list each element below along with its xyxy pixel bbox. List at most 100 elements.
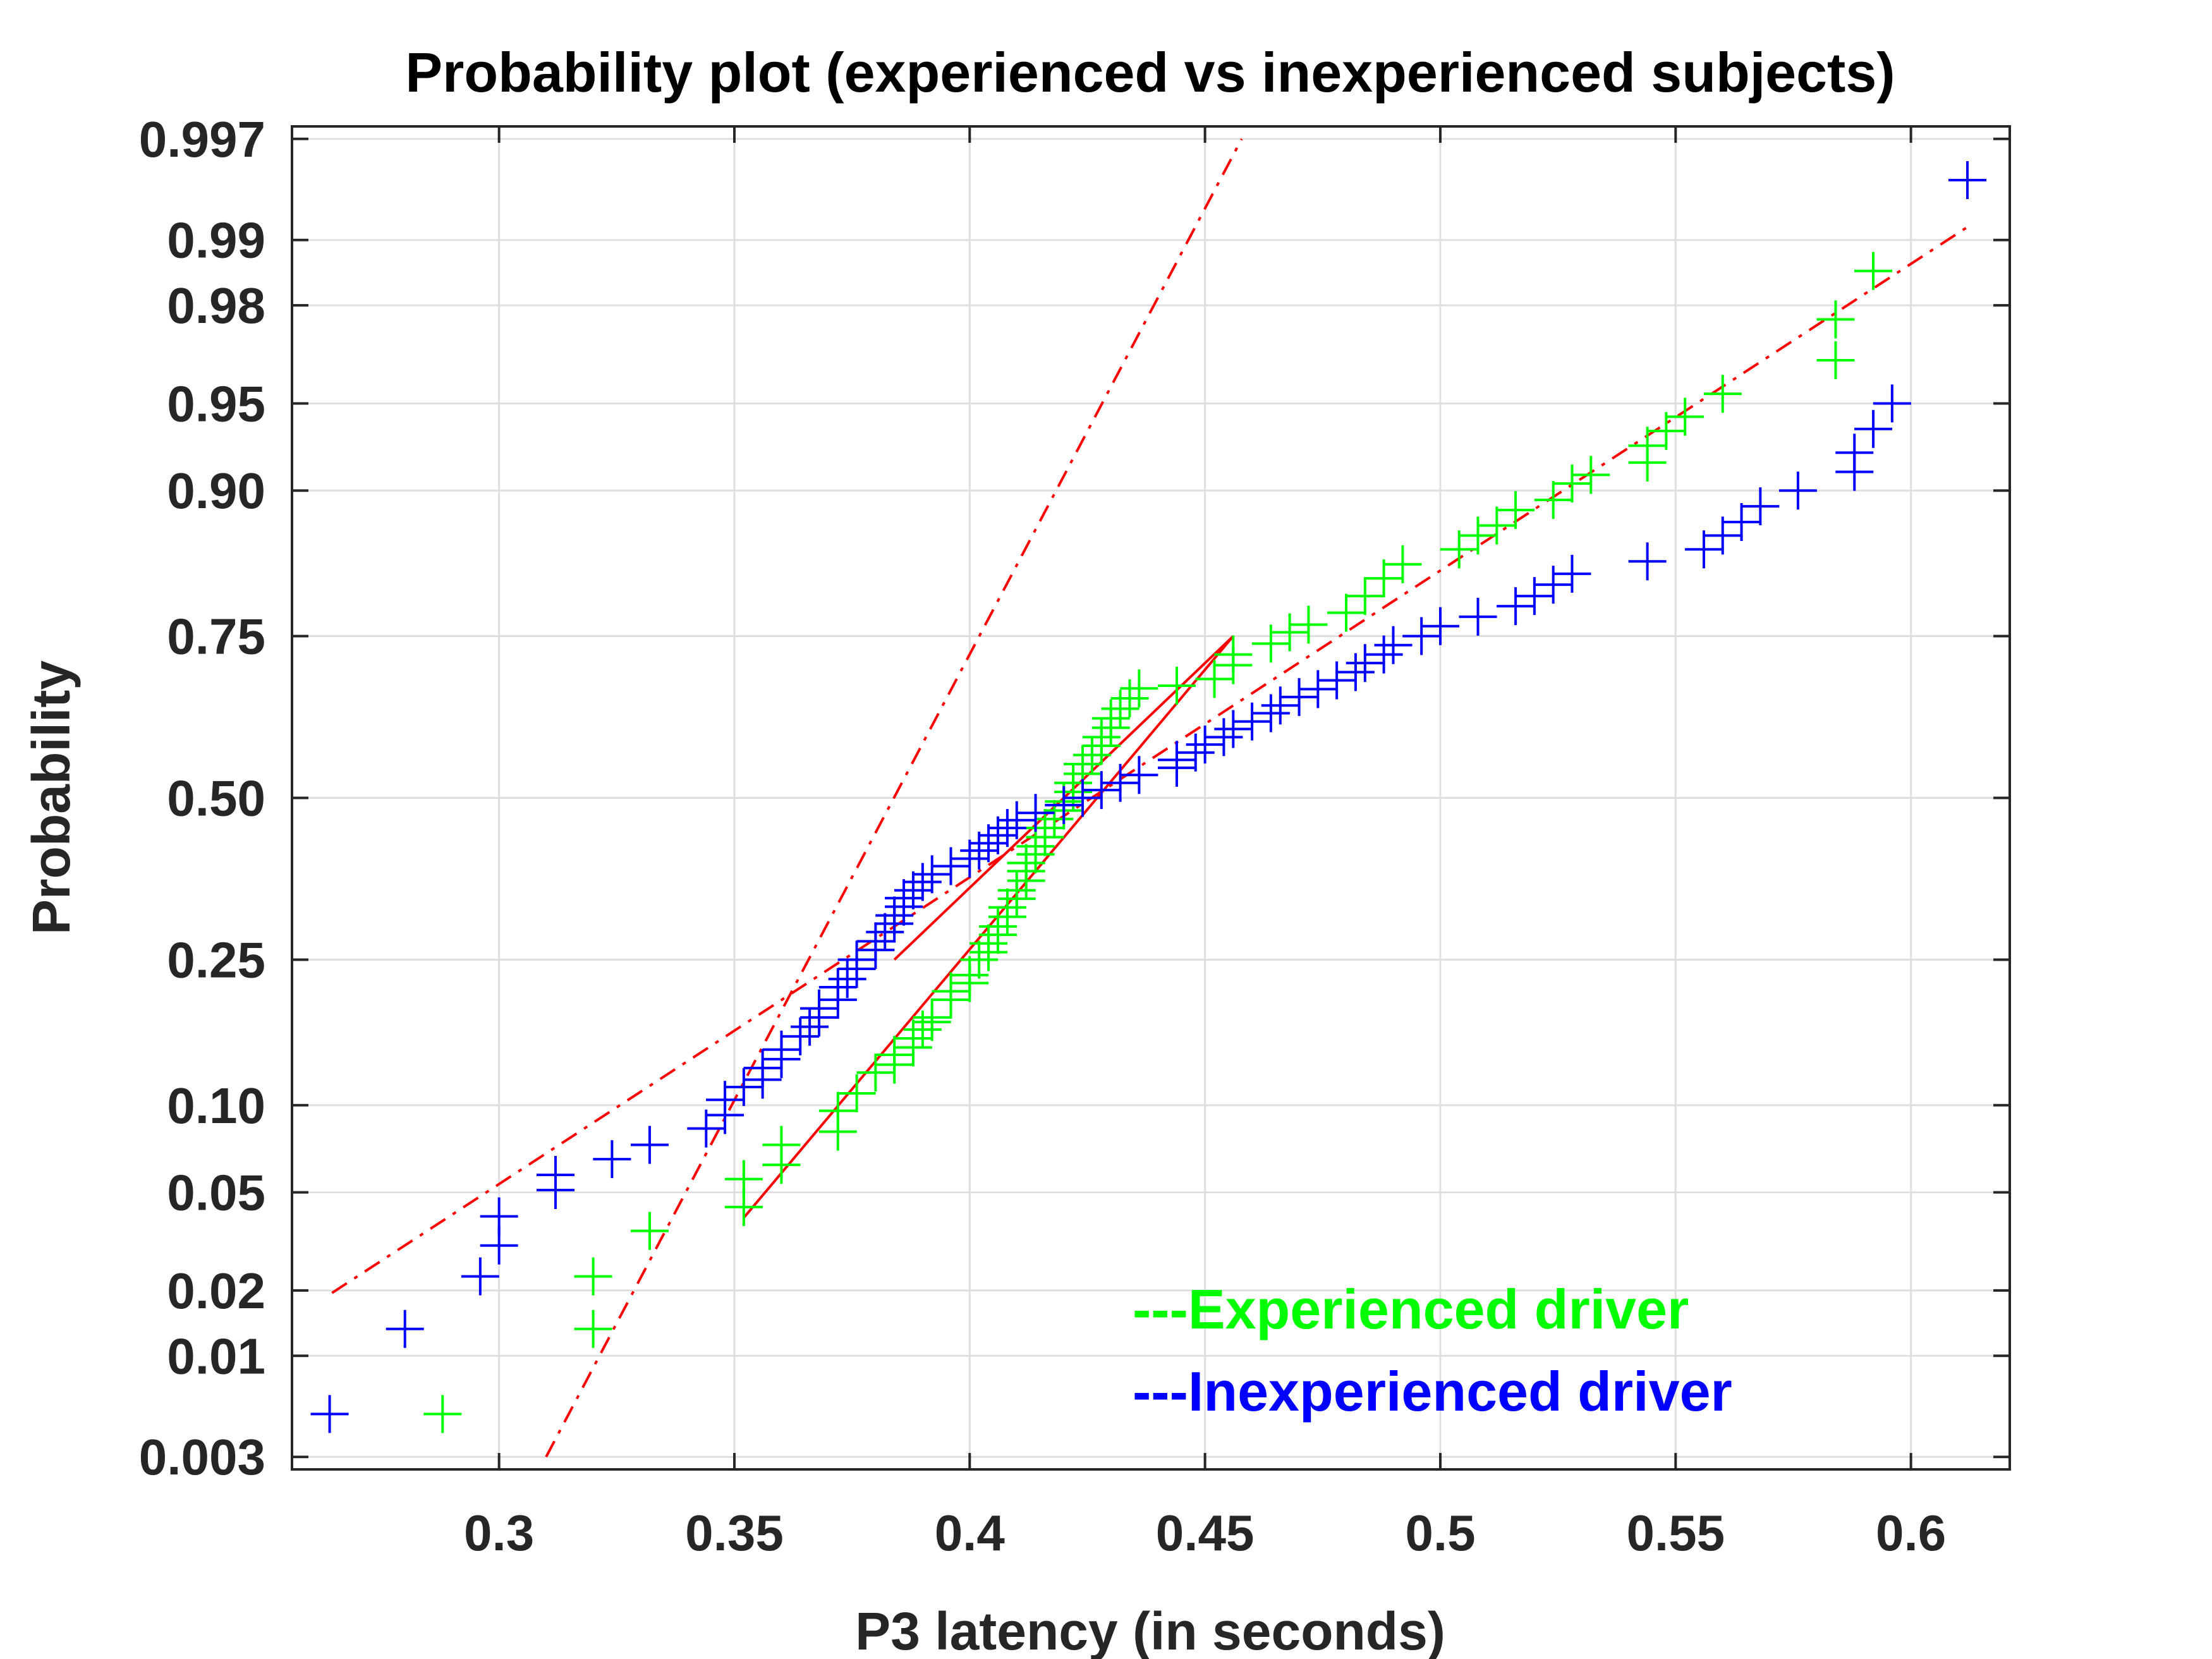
data-point (932, 972, 970, 1011)
data-point (988, 888, 1026, 927)
x-tick-label: 0.35 (685, 1505, 784, 1561)
y-tick-label: 0.10 (167, 1078, 265, 1134)
data-point (423, 1395, 462, 1433)
data-point (1402, 617, 1441, 655)
series-inexperienced (310, 161, 1986, 1433)
data-point (310, 1395, 349, 1433)
data-point (1553, 554, 1591, 593)
data-point (1120, 756, 1158, 794)
y-tick-label: 0.75 (167, 609, 265, 665)
data-point (951, 956, 989, 994)
data-point (997, 801, 1036, 839)
data-point (781, 1017, 820, 1055)
series-experienced (423, 252, 1893, 1433)
data-point (875, 1036, 914, 1074)
data-point (1628, 427, 1667, 465)
data-point (1383, 545, 1422, 583)
y-tick-label: 0.99 (167, 212, 265, 269)
data-point (574, 1310, 612, 1348)
data-point (574, 1257, 612, 1296)
data-point (885, 879, 923, 918)
data-point (903, 863, 942, 901)
data-point (1346, 644, 1384, 683)
data-point (1280, 678, 1318, 716)
data-point (1854, 252, 1893, 290)
data-point (818, 968, 857, 1006)
data-point (743, 1048, 782, 1087)
data-point (969, 824, 1008, 863)
data-point (969, 924, 1008, 963)
data-point (1214, 635, 1253, 674)
x-tick-label: 0.3 (464, 1505, 534, 1561)
data-point (1157, 741, 1196, 779)
data-point (978, 907, 1017, 945)
data-point (1336, 653, 1375, 691)
data-point (1948, 161, 1986, 200)
reference-line (331, 224, 1971, 1294)
data-point (1064, 779, 1102, 817)
data-point (1478, 506, 1516, 545)
data-point (1346, 577, 1384, 616)
data-point (1054, 763, 1093, 802)
data-point (1233, 702, 1272, 741)
data-point (1073, 736, 1111, 774)
data-point (837, 940, 876, 979)
data-point (1251, 694, 1290, 732)
data-point (1515, 577, 1553, 616)
y-tick-label: 0.01 (167, 1328, 265, 1384)
data-point (932, 847, 970, 885)
data-point (480, 1197, 518, 1236)
data-point (1064, 745, 1102, 784)
y-tick-label: 0.98 (167, 277, 265, 334)
data-point (1289, 605, 1328, 644)
data-point (1778, 471, 1817, 510)
data-point (913, 998, 951, 1036)
data-point (1835, 434, 1874, 472)
reference-line (545, 138, 1243, 1458)
data-point (791, 1007, 829, 1046)
data-point (1101, 690, 1139, 728)
data-point (913, 855, 951, 894)
data-point (1082, 718, 1121, 757)
data-point (1299, 670, 1337, 708)
data-point (1628, 542, 1667, 581)
grid-lines (292, 126, 2010, 1469)
data-point (461, 1257, 499, 1296)
data-point (1374, 626, 1413, 664)
data-point (1110, 679, 1149, 717)
data-point (1497, 491, 1535, 530)
data-point (386, 1310, 424, 1348)
data-point (537, 1155, 575, 1194)
plot-area (310, 138, 1986, 1458)
x-axis-ticks: 0.3 0.35 0.4 0.45 0.5 0.55 0.6 (464, 126, 1946, 1561)
y-tick-label: 0.997 (139, 111, 265, 167)
data-point (630, 1212, 669, 1250)
data-point (1534, 480, 1572, 519)
y-tick-label: 0.25 (167, 932, 265, 988)
data-point (951, 839, 989, 878)
data-point (1007, 844, 1045, 882)
data-point (1722, 502, 1761, 541)
data-point (762, 1126, 801, 1164)
y-axis-label: Probability (21, 660, 81, 935)
data-point (894, 1019, 932, 1057)
data-point (1364, 635, 1403, 674)
data-point (1459, 597, 1497, 636)
x-tick-label: 0.45 (1156, 1505, 1255, 1561)
data-point (988, 809, 1026, 848)
data-point (1364, 559, 1403, 598)
data-point (960, 831, 999, 870)
data-point (997, 871, 1036, 909)
data-point (1205, 718, 1243, 757)
y-tick-label: 0.50 (167, 770, 265, 827)
x-tick-label: 0.6 (1876, 1505, 1946, 1561)
data-point (1854, 410, 1893, 448)
data-point (1318, 661, 1356, 700)
y-tick-label: 0.05 (167, 1165, 265, 1221)
y-tick-label: 0.003 (139, 1429, 265, 1485)
legend-inexperienced: ---Inexperienced driver (1133, 1360, 1732, 1423)
data-point (1497, 587, 1535, 626)
data-point (1082, 771, 1121, 810)
x-axis-label: P3 latency (in seconds) (855, 1601, 1445, 1659)
